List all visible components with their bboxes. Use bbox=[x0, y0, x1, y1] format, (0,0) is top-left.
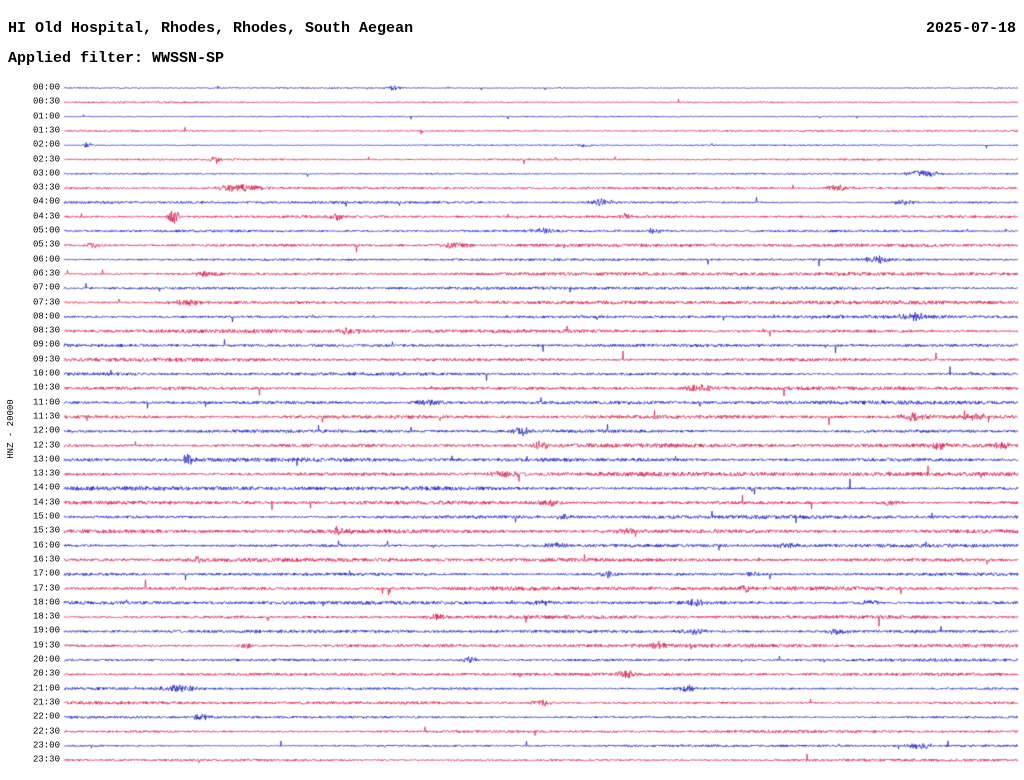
row-time-label: 18:30 bbox=[32, 611, 60, 622]
row-time-label: 16:00 bbox=[32, 540, 60, 551]
row-time-label: 10:30 bbox=[32, 382, 60, 393]
row-time-label: 14:00 bbox=[32, 482, 60, 493]
filter-label: Applied filter: WWSSN-SP bbox=[8, 50, 225, 67]
row-time-label: 08:00 bbox=[32, 311, 60, 322]
row-time-label: 16:30 bbox=[32, 554, 60, 565]
row-time-label: 12:30 bbox=[32, 440, 60, 450]
row-time-label: 04:30 bbox=[32, 211, 60, 222]
row-time-label: 05:30 bbox=[32, 239, 60, 250]
row-time-label: 10:00 bbox=[32, 368, 60, 379]
row-time-label: 02:00 bbox=[32, 139, 60, 150]
row-time-label: 23:00 bbox=[32, 740, 60, 751]
row-time-label: 15:30 bbox=[32, 525, 60, 536]
row-time-label: 14:30 bbox=[32, 497, 60, 508]
row-time-label: 00:00 bbox=[32, 82, 60, 93]
row-time-label: 09:00 bbox=[32, 339, 60, 350]
row-time-label: 00:30 bbox=[32, 96, 60, 107]
row-time-label: 01:00 bbox=[32, 111, 60, 122]
station-title: HI Old Hospital, Rhodes, Rhodes, South A… bbox=[8, 20, 414, 37]
row-time-label: 19:00 bbox=[32, 625, 60, 636]
row-time-label: 09:30 bbox=[32, 354, 60, 365]
row-time-label: 23:30 bbox=[32, 754, 60, 765]
date-label: 2025-07-18 bbox=[925, 20, 1016, 37]
row-time-label: 21:30 bbox=[32, 697, 60, 708]
row-time-label: 06:00 bbox=[32, 254, 60, 265]
row-time-label: 17:00 bbox=[32, 568, 60, 579]
row-time-label: 20:00 bbox=[32, 654, 60, 665]
row-time-label: 11:30 bbox=[32, 411, 60, 422]
row-time-label: 21:00 bbox=[32, 683, 60, 694]
row-time-label: 13:30 bbox=[32, 468, 60, 479]
row-time-label: 13:00 bbox=[32, 454, 60, 465]
row-time-label: 08:30 bbox=[32, 325, 60, 336]
row-time-label: 05:00 bbox=[32, 225, 60, 236]
row-time-label: 07:00 bbox=[32, 282, 60, 293]
row-time-label: 17:30 bbox=[32, 583, 60, 593]
row-time-label: 01:30 bbox=[32, 125, 60, 136]
row-time-label: 12:00 bbox=[32, 425, 60, 436]
row-time-label: 11:00 bbox=[32, 397, 60, 408]
row-time-label: 03:00 bbox=[32, 168, 60, 179]
row-time-label: 02:30 bbox=[32, 154, 60, 164]
row-time-label: 20:30 bbox=[32, 668, 60, 679]
row-time-label: 18:00 bbox=[32, 597, 60, 608]
row-time-label: 19:30 bbox=[32, 640, 60, 651]
row-time-label: 15:00 bbox=[32, 511, 60, 522]
row-time-label: 03:30 bbox=[32, 182, 60, 193]
row-time-label: 22:30 bbox=[32, 726, 60, 736]
row-time-label: 06:30 bbox=[32, 268, 60, 279]
row-time-label: 22:00 bbox=[32, 711, 60, 722]
row-time-label: 07:30 bbox=[32, 297, 60, 307]
row-time-label: 04:00 bbox=[32, 196, 60, 207]
